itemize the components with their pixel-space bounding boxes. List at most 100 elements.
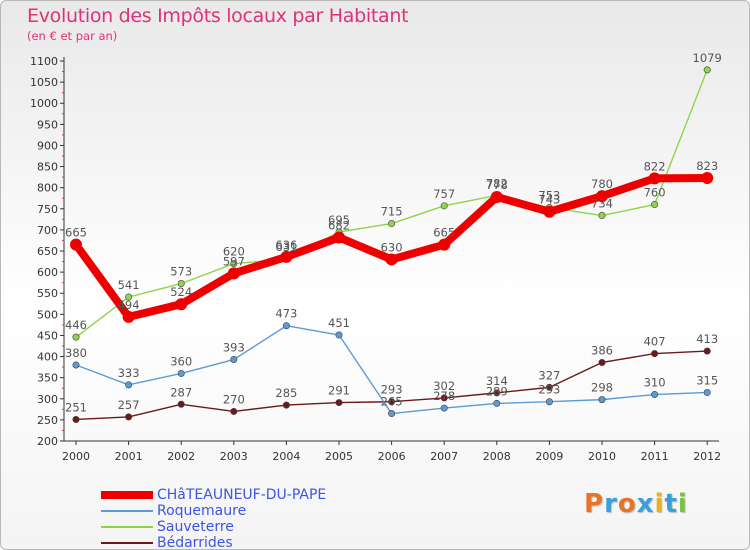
data-label-1: 315 (696, 373, 718, 387)
y-tick-label: 850 (37, 161, 58, 174)
y-tick-label: 900 (37, 139, 58, 152)
data-label-3: 413 (696, 332, 718, 346)
x-tick-label: 2005 (325, 450, 353, 463)
logo-letter: o (617, 489, 637, 519)
data-label-3: 407 (644, 335, 666, 349)
data-label-3: 327 (538, 368, 560, 382)
series-point-0 (227, 267, 240, 280)
logo-letter: i (677, 489, 688, 519)
y-tick-label: 750 (37, 203, 58, 216)
x-tick-label: 2009 (535, 450, 563, 463)
data-label-2: 631 (275, 240, 297, 254)
data-label-2: 715 (381, 205, 403, 219)
y-tick-label: 650 (37, 245, 58, 258)
series-point-1 (440, 404, 448, 412)
y-tick-label: 700 (37, 224, 58, 237)
data-label-1: 333 (118, 366, 140, 380)
data-label-2: 760 (644, 186, 666, 200)
series-point-2 (703, 66, 711, 74)
series-point-1 (598, 396, 606, 404)
x-tick-label: 2007 (430, 450, 458, 463)
series-point-0 (543, 205, 556, 218)
y-tick-label: 350 (37, 372, 58, 385)
series-point-0 (701, 171, 714, 184)
y-tick-label: 1100 (30, 55, 58, 68)
data-label-3: 251 (65, 400, 87, 414)
data-label-1: 473 (275, 307, 297, 321)
data-label-0: 822 (644, 159, 666, 173)
series-point-0 (648, 172, 661, 185)
legend-item-bedarrides: Bédarrides (101, 535, 326, 549)
data-label-3: 386 (591, 343, 613, 357)
data-label-0: 778 (486, 178, 508, 192)
chart-series (70, 66, 714, 423)
series-point-2 (651, 201, 659, 209)
data-label-1: 451 (328, 316, 350, 330)
data-label-2: 757 (433, 187, 455, 201)
y-tick-label: 1000 (30, 97, 58, 110)
series-point-2 (388, 220, 396, 228)
series-point-0 (122, 310, 135, 323)
series-point-3 (651, 350, 659, 358)
series-point-0 (175, 298, 188, 311)
legend-item-roquemaure: Roquemaure (101, 503, 326, 519)
series-point-1 (545, 398, 553, 406)
series-point-0 (385, 253, 398, 266)
series-point-3 (598, 358, 606, 366)
logo-letter: x (636, 489, 655, 519)
legend-swatch-bedarrides (101, 542, 153, 544)
series-point-3 (545, 383, 553, 391)
data-label-0: 665 (65, 226, 87, 240)
series-point-2 (177, 280, 185, 288)
legend-swatch-sauveterre (101, 526, 153, 528)
y-tick-label: 300 (37, 393, 58, 406)
data-label-2: 1079 (693, 51, 722, 65)
data-label-3: 291 (328, 384, 350, 398)
x-tick-label: 2006 (378, 450, 406, 463)
x-tick-label: 2010 (588, 450, 616, 463)
data-label-2: 541 (118, 278, 140, 292)
series-point-3 (72, 415, 80, 423)
y-tick-label: 250 (37, 414, 58, 427)
legend-item-chateauneuf: CHâTEAUNEUF-DU-PAPE (101, 487, 326, 503)
data-label-0: 636 (275, 238, 297, 252)
chart-axes: 200 250 300 350 400 450 500 550 600 650 700 750 800 8… (30, 55, 721, 463)
legend-swatch-chateauneuf (101, 491, 153, 499)
data-label-1: 278 (433, 389, 455, 403)
data-label-1: 293 (538, 383, 560, 397)
proxiti-logo: Proxiti (584, 489, 688, 519)
y-tick-label: 600 (37, 266, 58, 279)
y-tick-label: 200 (37, 435, 58, 448)
logo-letter: r (604, 489, 618, 519)
series-point-1 (651, 391, 659, 399)
logo-letter: t (664, 489, 678, 519)
series-point-1 (335, 331, 343, 339)
data-label-2: 695 (328, 213, 350, 227)
data-label-0: 494 (118, 298, 140, 312)
series-point-1 (493, 399, 501, 407)
x-tick-label: 2003 (220, 450, 248, 463)
series-point-2 (72, 333, 80, 341)
data-label-1: 310 (644, 376, 666, 390)
y-tick-label: 800 (37, 182, 58, 195)
data-label-3: 270 (223, 392, 245, 406)
data-label-0: 665 (433, 226, 455, 240)
x-tick-label: 2000 (62, 450, 90, 463)
chart-data-labels: 665 494 524 597 636 682 630 665 778 743 780 822 823 3… (65, 51, 722, 415)
series-point-3 (388, 398, 396, 406)
data-label-1: 289 (486, 384, 508, 398)
data-label-1: 380 (65, 346, 87, 360)
series-point-3 (493, 389, 501, 397)
y-tick-label: 450 (37, 329, 58, 342)
series-point-3 (177, 400, 185, 408)
data-label-2: 782 (486, 176, 508, 190)
y-tick-label: 400 (37, 351, 58, 364)
legend-item-sauveterre: Sauveterre (101, 519, 326, 535)
data-label-0: 682 (328, 218, 350, 232)
legend-label-chateauneuf: CHâTEAUNEUF-DU-PAPE (157, 487, 327, 503)
series-point-1 (125, 381, 133, 389)
series-point-1 (388, 410, 396, 418)
series-point-3 (703, 347, 711, 355)
